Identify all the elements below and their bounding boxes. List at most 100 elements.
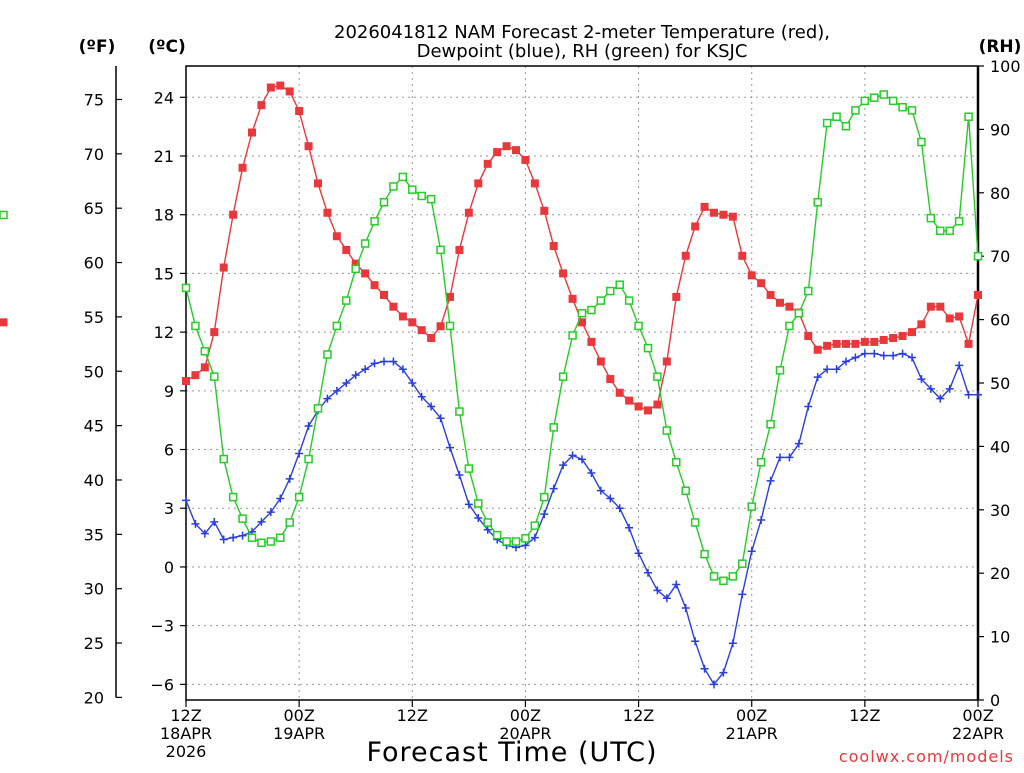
dewpoint-point — [615, 504, 624, 513]
rh-point — [568, 331, 577, 340]
dewpoint-point — [672, 580, 681, 589]
rh-point — [615, 280, 624, 289]
dewpoint-point — [974, 390, 982, 399]
dewpoint-point — [644, 568, 652, 577]
rh-point — [455, 407, 464, 416]
temperature-point — [304, 142, 313, 151]
x-tick-label: 2026 — [166, 742, 207, 761]
rh-point — [474, 499, 483, 508]
rh-point — [276, 533, 285, 542]
fahrenheit-tick-label: 55 — [84, 308, 104, 327]
temperature-point — [200, 363, 209, 372]
rh-point — [662, 426, 672, 435]
series-temperature — [0, 81, 982, 415]
x-tick-label: 00Z — [510, 706, 541, 725]
dewpoint-point — [860, 349, 869, 358]
rh-point — [813, 198, 822, 207]
temperature-point — [285, 87, 294, 96]
dewpoint-point — [351, 371, 360, 380]
temperature-point — [964, 339, 973, 348]
celsius-tick-label: 3 — [164, 499, 174, 518]
temperature-point — [182, 377, 190, 386]
temperature-point — [530, 179, 539, 188]
rh-point — [436, 245, 445, 255]
rh-point — [945, 226, 954, 236]
rh-point — [351, 264, 360, 274]
dewpoint-point — [568, 451, 577, 460]
dewpoint-point — [238, 531, 247, 540]
temperature-point — [936, 302, 945, 311]
rh-tick-label: 50 — [990, 374, 1010, 393]
rh-point — [907, 106, 917, 115]
dewpoint-point — [285, 474, 294, 483]
dewpoint-point — [587, 469, 596, 478]
dewpoint-point — [578, 455, 586, 464]
rh-point — [304, 454, 313, 464]
rh-tick-label: 90 — [990, 120, 1010, 139]
temperature-point — [559, 269, 568, 278]
temperature-point — [229, 210, 238, 219]
x-tick-label: 22APR — [952, 724, 1004, 743]
temperature-point — [540, 206, 549, 215]
temperature-point — [455, 245, 464, 254]
rh-point — [492, 530, 502, 540]
dewpoint-point — [917, 375, 926, 384]
temperature-point — [266, 83, 275, 92]
data-series — [0, 81, 983, 689]
dewpoint-point — [559, 461, 568, 470]
rh-point — [266, 537, 276, 546]
dewpoint-point — [653, 586, 662, 595]
dewpoint-point — [908, 353, 916, 362]
dewpoint-point — [776, 453, 784, 462]
rh-point — [502, 537, 511, 546]
x-axis-label: Forecast Time (UTC) — [366, 737, 657, 768]
temperature-point — [615, 388, 624, 397]
dewpoint-point — [427, 402, 436, 411]
rh-point — [313, 404, 323, 413]
temperature-point — [596, 357, 605, 366]
dewpoint-point — [389, 357, 398, 366]
temperature-point — [549, 242, 558, 251]
temperature-point — [785, 302, 794, 311]
celsius-tick-label: 0 — [164, 558, 174, 577]
dewpoint-point — [832, 365, 841, 374]
dewpoint-point — [794, 439, 803, 448]
temperature-point — [238, 163, 247, 172]
temperature-point — [446, 292, 454, 301]
dewpoint-point — [446, 443, 454, 452]
axes: −6 −3 0 3 6 9 12 15 18 21 24 20 25 30 35 40 45 50 55 60 65 70… — [84, 57, 1021, 761]
x-tick-label: 00Z — [283, 706, 314, 725]
dewpoint-point — [926, 384, 935, 393]
temperature-point — [879, 335, 888, 344]
dewpoint-point — [842, 357, 850, 366]
temperature-point — [691, 222, 700, 231]
dewpoint-point — [266, 508, 275, 517]
temperature-point — [719, 210, 728, 219]
temperature-point — [436, 322, 445, 331]
dewpoint-point — [785, 453, 794, 462]
celsius-tick-label: 24 — [154, 88, 174, 107]
dewpoint-point — [851, 353, 860, 362]
temperature-point — [634, 402, 643, 411]
temperature-point — [917, 320, 926, 329]
chart-title-line-2: Dewpoint (blue), RH (green) for KSJC — [417, 41, 748, 62]
rh-point — [417, 191, 426, 201]
rh-point — [973, 251, 983, 261]
temperature-point — [728, 212, 737, 221]
rh-point — [370, 217, 379, 226]
dewpoint-point — [700, 664, 709, 673]
rh-point — [294, 492, 304, 502]
rh-point — [964, 112, 973, 121]
rh-point — [228, 492, 238, 502]
dewpoint-point — [766, 476, 775, 485]
rh-point — [511, 537, 521, 546]
x-tick-label: 12Z — [397, 706, 428, 725]
dewpoint-point — [295, 449, 304, 458]
rh-point — [426, 194, 436, 204]
rh-point — [549, 423, 558, 432]
temperature-point — [464, 208, 473, 217]
rh-point — [747, 502, 756, 511]
temperature-point — [672, 292, 681, 301]
rh-point — [822, 118, 832, 128]
